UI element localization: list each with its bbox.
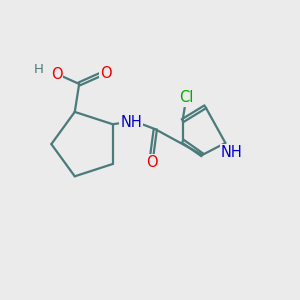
Text: H: H <box>34 63 44 76</box>
Text: Cl: Cl <box>179 91 194 106</box>
Text: O: O <box>100 65 112 80</box>
Text: NH: NH <box>221 145 243 160</box>
Text: O: O <box>146 155 158 170</box>
Text: NH: NH <box>120 115 142 130</box>
Text: O: O <box>51 67 62 82</box>
